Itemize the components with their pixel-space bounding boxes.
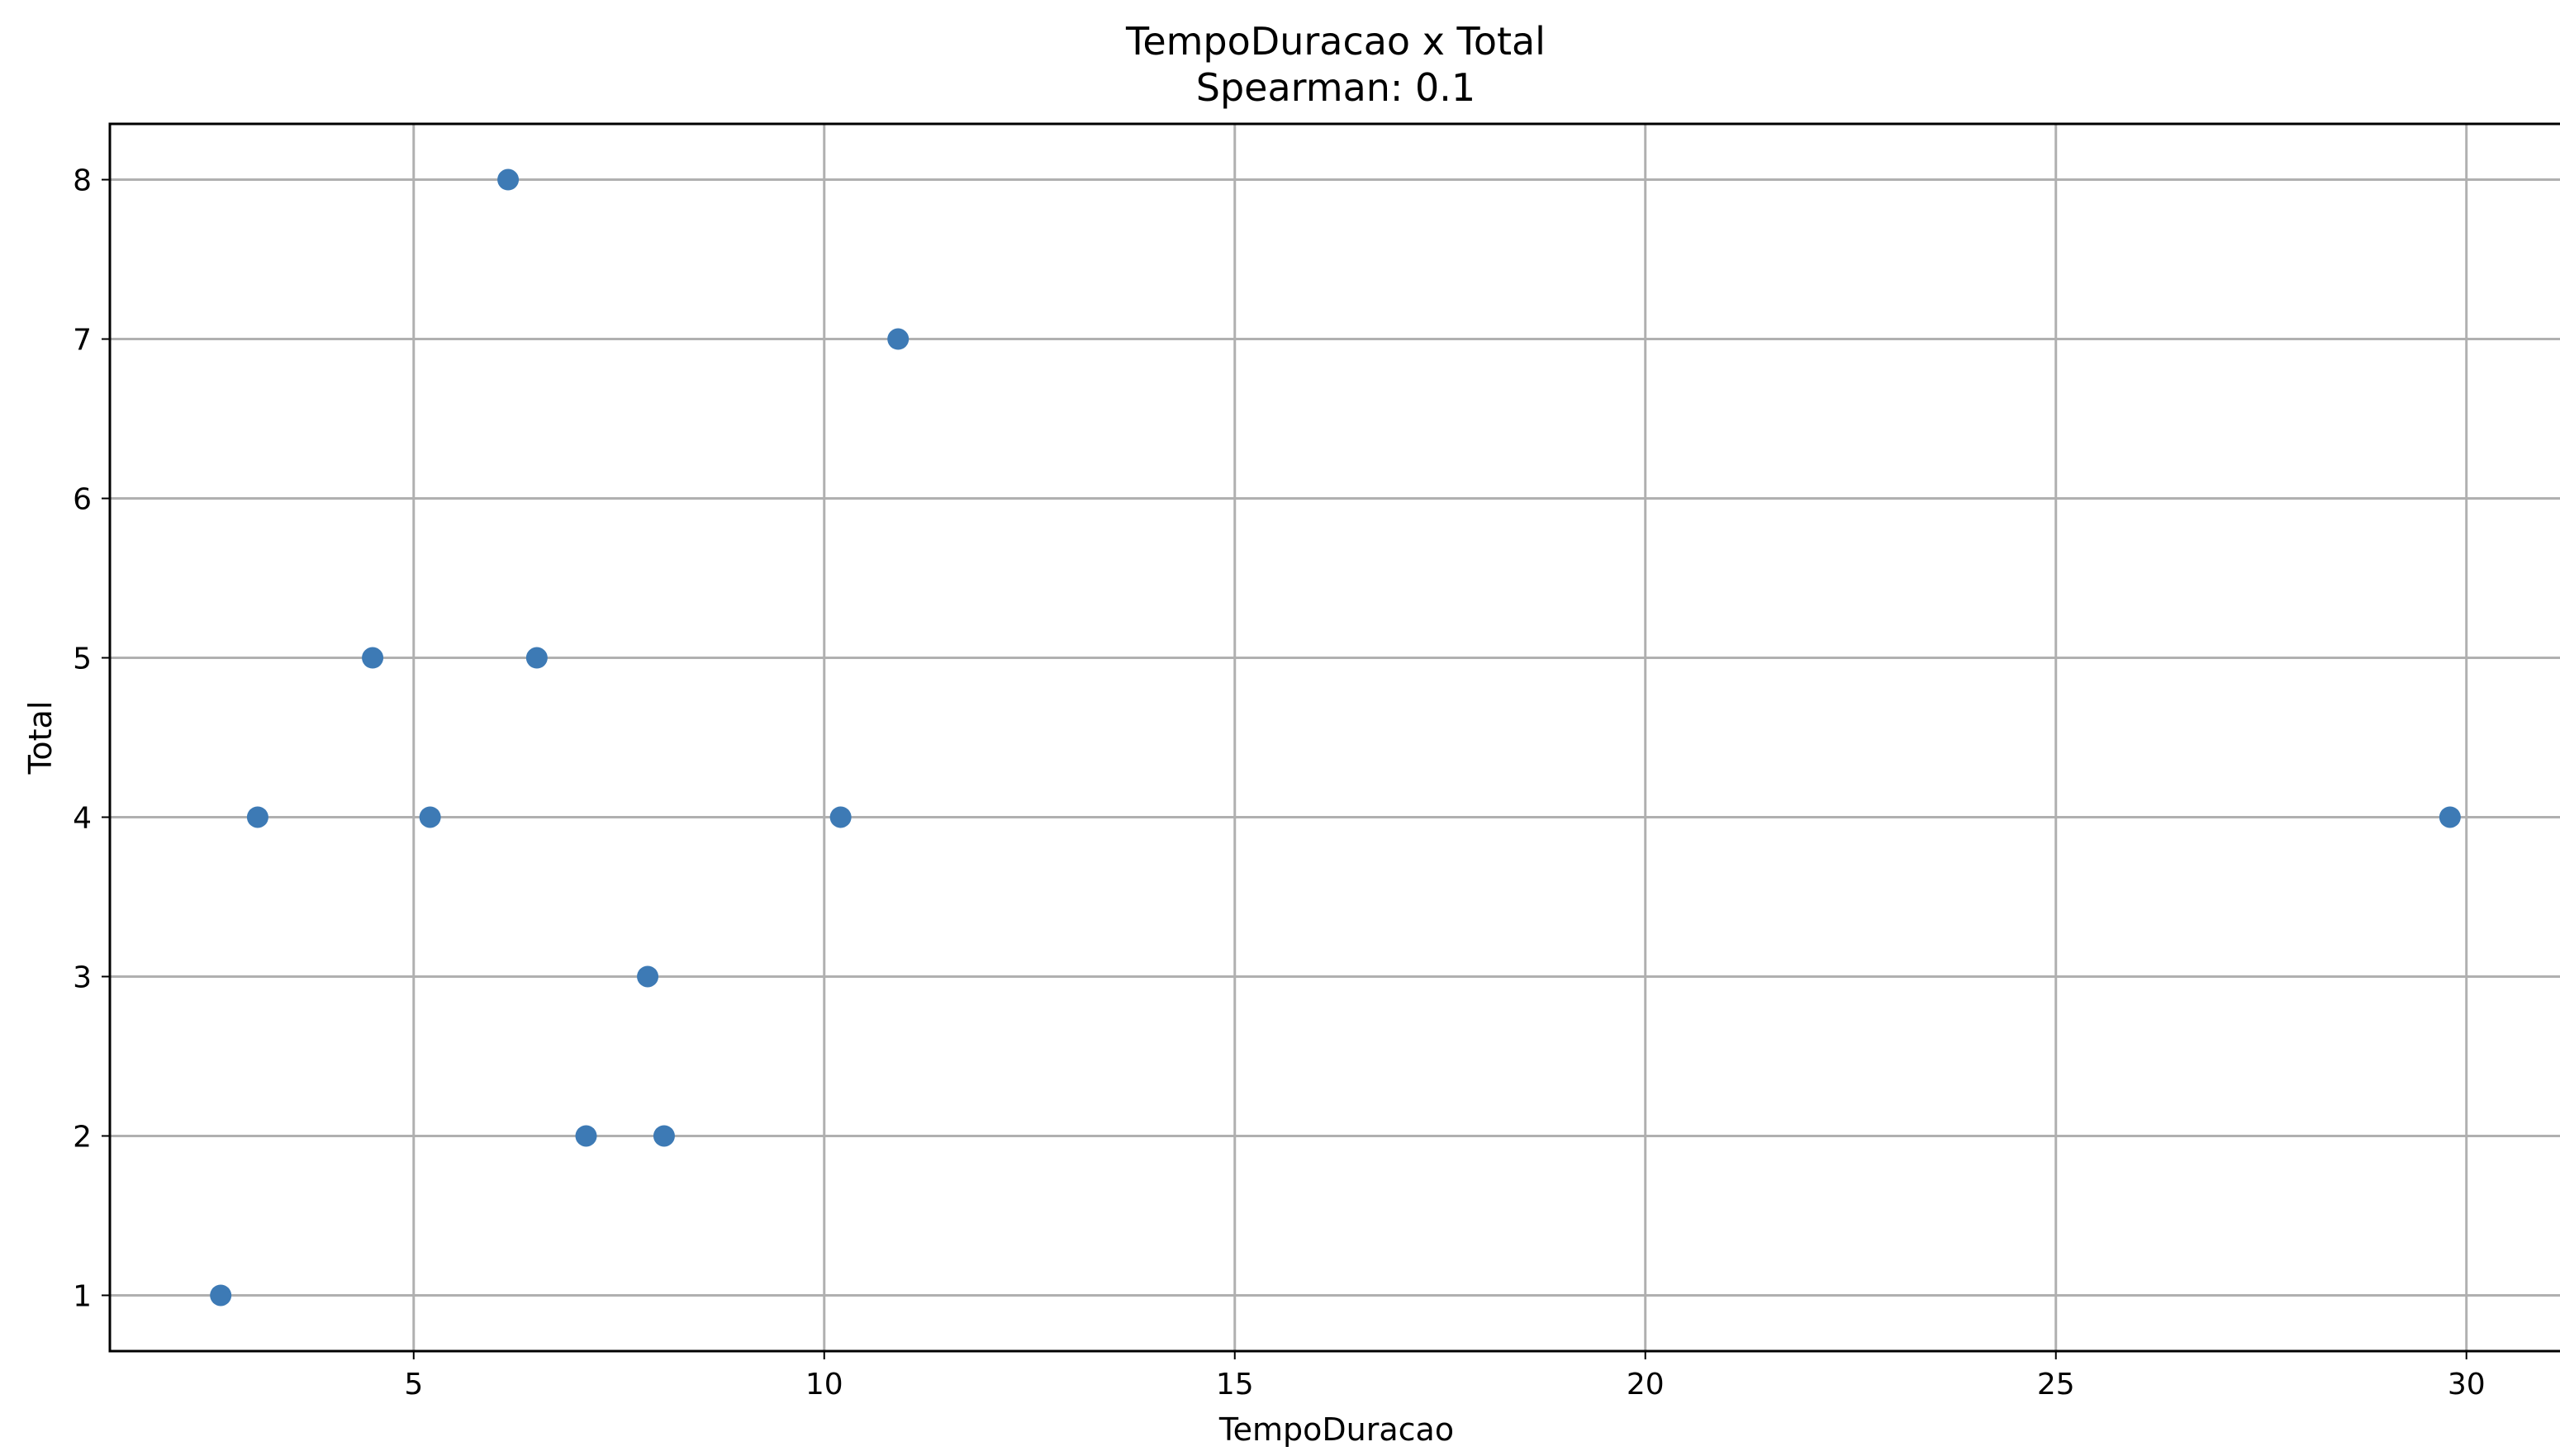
scatter-point [497,168,520,191]
y-tick-label: 3 [73,960,92,994]
plot-frame [108,122,2560,1353]
x-tick-label: 5 [404,1368,423,1401]
y-tick-label: 4 [73,801,92,835]
x-tick-label: 20 [1627,1368,1665,1401]
x-tick-label: 30 [2448,1368,2486,1401]
scatter-point [575,1125,597,1147]
y-tick-label: 7 [73,324,92,358]
x-tick-label: 15 [1216,1368,1254,1401]
scatter-point [246,806,268,828]
chart-title: TempoDuracao x Total [1125,19,1546,64]
scatter-point [362,647,384,669]
data-points [210,168,2461,1307]
y-tick-label: 2 [73,1120,92,1154]
y-tick-label: 1 [73,1279,92,1313]
scatter-point [525,647,548,669]
chart-subtitle: Spearman: 0.1 [1196,65,1475,110]
scatter-point [419,806,441,828]
scatter-point [637,965,659,988]
x-tick-label: 25 [2037,1368,2075,1401]
grid-lines [110,124,2560,1351]
scatter-point [829,806,852,828]
scatter-point [210,1284,232,1307]
scatter-point [887,328,910,350]
axis-ticks: 5 10 15 20 25 30 1 2 3 4 5 6 7 8 [73,164,2486,1401]
x-axis-label: TempoDuracao [1218,1411,1454,1448]
y-tick-label: 6 [73,483,92,517]
x-tick-label: 10 [805,1368,843,1401]
y-tick-label: 5 [73,643,92,676]
y-axis-label: Total [22,701,59,775]
scatter-point [653,1125,675,1147]
y-tick-label: 8 [73,164,92,198]
scatter-point [2439,806,2461,828]
